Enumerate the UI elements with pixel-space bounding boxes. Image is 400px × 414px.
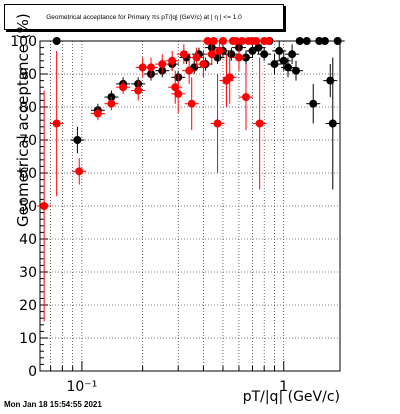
data-point xyxy=(333,37,342,45)
y-tick-label: 60 xyxy=(19,166,37,182)
data-point xyxy=(52,37,61,45)
data-point xyxy=(328,119,337,128)
y-tick-label: 0 xyxy=(28,364,37,380)
y-tick-label: 100 xyxy=(10,34,37,50)
data-point xyxy=(93,109,102,118)
data-point xyxy=(309,99,318,108)
data-point xyxy=(275,46,284,55)
grid xyxy=(40,41,340,371)
data-point xyxy=(147,63,156,72)
axes: 0 10 20 30 40 50 60 70 80 90 100 10⁻¹ 1 xyxy=(10,34,288,395)
data-point xyxy=(75,167,84,176)
y-tick-label: 10 xyxy=(19,331,37,347)
y-tick-label: 20 xyxy=(19,298,37,314)
data-point xyxy=(284,63,293,72)
y-tick-label: 40 xyxy=(19,232,37,248)
data-point xyxy=(260,50,269,59)
data-point xyxy=(209,37,218,45)
data-point xyxy=(254,43,263,52)
data-point xyxy=(171,83,180,92)
data-point xyxy=(270,60,279,69)
chart-title-box: Geometrical acceptance for Primary πs pT… xyxy=(4,4,284,30)
data-point xyxy=(199,60,208,69)
data-point xyxy=(255,119,264,128)
data-point xyxy=(291,66,300,75)
data-point xyxy=(302,37,311,45)
y-axis-label: Geometrical acceptance (%) xyxy=(14,13,32,227)
y-tick-label: 70 xyxy=(19,133,37,149)
data-point xyxy=(295,37,304,45)
x-tick-label: 10⁻¹ xyxy=(66,379,97,395)
data-point xyxy=(213,119,222,128)
x-axis-label: pT/|q| (GeV/c) xyxy=(242,389,340,405)
y-tick-label: 50 xyxy=(19,199,37,215)
data-point xyxy=(134,86,143,95)
data-point xyxy=(52,119,61,128)
y-tick-label: 80 xyxy=(19,100,37,116)
y-tick-label: 90 xyxy=(19,67,37,83)
data-point xyxy=(248,46,257,55)
data-point xyxy=(185,66,194,75)
data-point xyxy=(320,37,329,45)
data-point xyxy=(119,83,128,92)
data-point xyxy=(168,56,177,65)
data-point xyxy=(179,50,188,59)
data-point xyxy=(288,50,297,59)
x-tick-label: 1 xyxy=(279,379,288,395)
data-point xyxy=(158,60,167,69)
data-point xyxy=(187,99,196,108)
data-point xyxy=(234,53,243,62)
data-point xyxy=(225,73,234,82)
data-point xyxy=(207,50,216,59)
series-red xyxy=(37,37,276,322)
data-point xyxy=(174,89,183,98)
data-point xyxy=(279,56,288,65)
data-point xyxy=(252,37,261,45)
data-point xyxy=(264,37,273,45)
chart-title: Geometrical acceptance for Primary πs pT… xyxy=(46,13,242,21)
data-point xyxy=(40,202,49,210)
data-point xyxy=(326,76,335,85)
data-point xyxy=(138,63,147,72)
timestamp: Mon Jan 18 15:54:55 2021 xyxy=(4,400,102,409)
data-point xyxy=(215,46,224,55)
data-point xyxy=(218,37,227,45)
data-point xyxy=(192,53,201,62)
y-tick-label: 30 xyxy=(19,265,37,281)
data-point xyxy=(241,93,250,102)
data-point xyxy=(73,136,82,144)
data-point xyxy=(107,99,116,108)
data-point xyxy=(241,53,250,62)
